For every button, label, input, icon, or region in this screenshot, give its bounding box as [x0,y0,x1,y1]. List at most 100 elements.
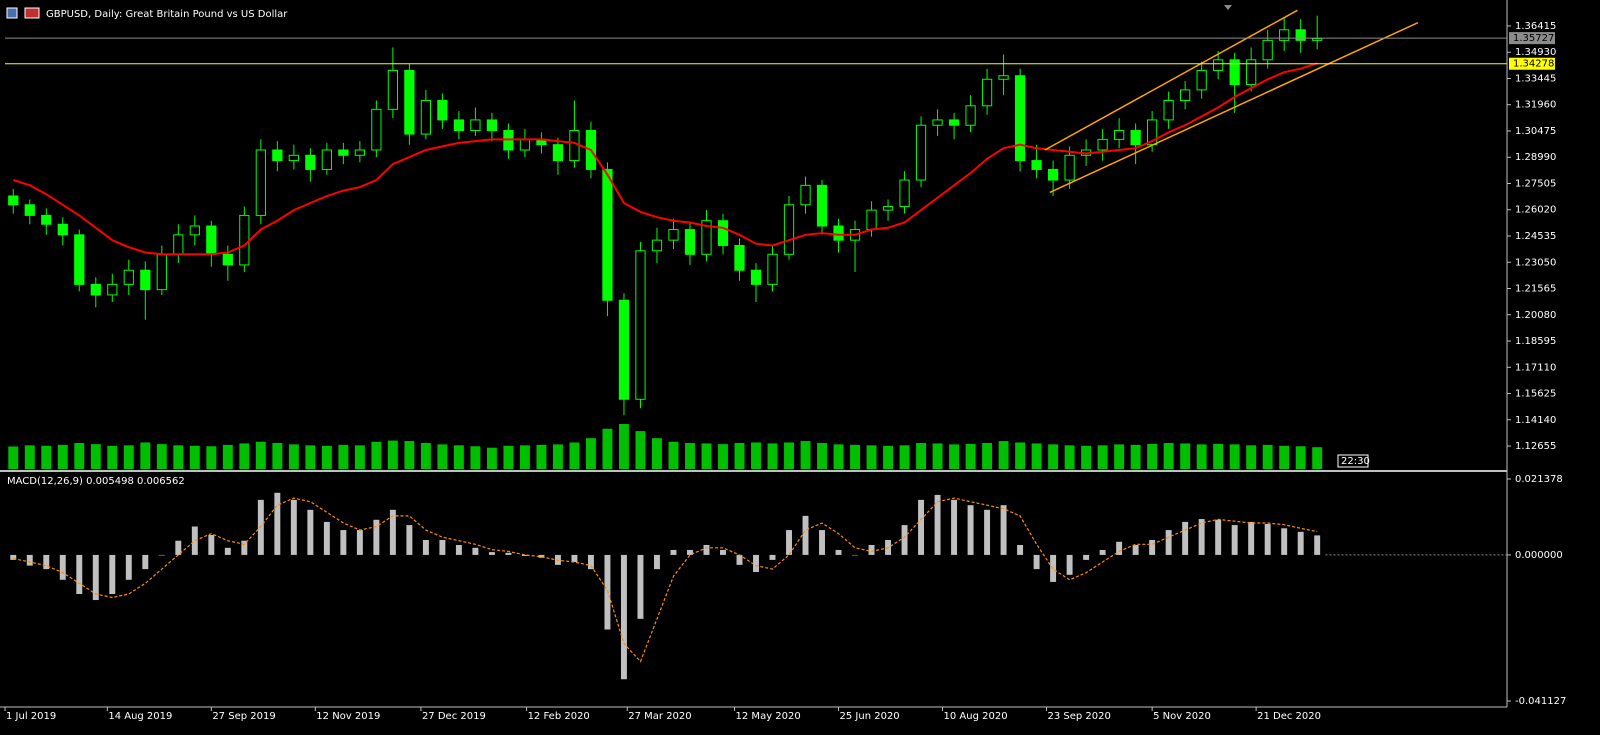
volume-bar [916,442,927,469]
volume-bar [1312,447,1323,469]
macd-bar [720,549,726,555]
macd-bar [175,540,182,555]
volume-bar [569,442,580,469]
volume-bar [140,442,151,469]
volume-bar [965,443,976,469]
macd-bar [1198,519,1205,555]
volume-bar [1097,445,1108,469]
x-tick-label: 1 Jul 2019 [6,711,56,722]
candle-body [932,119,943,126]
chart-title: GBPUSD, Daily: Great Britain Pound vs US… [46,9,288,20]
candle-body [140,269,151,291]
macd-bar [703,544,710,555]
candle-body [255,149,266,216]
countdown-box [1337,454,1369,468]
y-tick-label: 1.27505 [1515,178,1556,189]
candle-body [684,229,696,255]
volume-bar [8,446,19,469]
candle-body [90,283,101,296]
candle-body [206,225,217,255]
macd-bar [1132,544,1139,555]
macd-bar [241,540,248,555]
volume-bar [1295,446,1306,469]
y-tick-label: 0.000000 [1515,550,1563,561]
candle-body [486,119,498,132]
volume-bar [453,445,464,469]
volume-bar [1130,444,1141,469]
volume-bar [784,442,794,469]
volume-bar [321,445,332,469]
y-tick-label: 1.15625 [1515,389,1556,400]
macd-bar [521,554,528,556]
macd-bar [307,509,314,555]
macd-bar [208,535,215,555]
candle-body [750,269,762,285]
candle-body [635,250,646,400]
candle-body [701,220,712,255]
candle-body [107,283,118,296]
macd-bar [1248,521,1255,555]
candle-body [41,214,52,225]
macd-bar [918,499,925,555]
candle-body [222,253,233,266]
macd-bar [1297,531,1304,555]
y-tick-label: 1.23050 [1515,257,1556,268]
macd-bar [802,515,809,555]
signal-line [13,497,1318,663]
volume-bar [883,445,893,469]
candle-body [24,204,35,216]
macd-bar [753,554,759,572]
candle-body [651,239,663,252]
volume-bar [41,445,52,469]
candle-body [404,69,415,135]
candle-body [767,253,778,285]
candle-body [189,225,200,236]
macd-bar [587,554,594,570]
candle-body [1031,160,1042,170]
candle-body [321,149,332,170]
macd-bar [868,544,875,555]
volume-bar [222,444,233,469]
macd-bar [43,554,50,570]
y-tick-label: 1.24535 [1515,231,1556,242]
volume-bar [24,445,35,469]
macd-bar [125,554,132,580]
volume-bar [1081,445,1092,469]
candle-body [338,149,349,156]
symbol-icon [6,7,18,19]
volume-bar [338,444,349,469]
volume-bar [602,428,613,469]
y-tick-label: 1.33445 [1515,73,1556,84]
macd-bar [406,525,413,555]
candle-body [1295,29,1306,41]
volume-bar [371,441,382,469]
macd-bar [852,554,859,556]
macd-bar [373,519,380,555]
y-tick-label: -0.041127 [1515,696,1566,707]
candle-body [602,168,613,301]
candle-body [866,209,877,231]
macd-bar [356,530,363,555]
macd-bar [1083,554,1090,560]
volume-bar [866,445,877,469]
macd-bar [1000,505,1007,555]
volume-bar [354,445,365,469]
y-tick-label: 1.36415 [1515,21,1556,32]
candle-body [470,119,481,132]
candle-body [1047,168,1059,181]
volume-bar [1180,443,1191,469]
macd-bar [224,547,231,555]
macd-bar [340,530,347,555]
candle-body [1279,29,1290,41]
macd-bar [637,554,644,619]
candle-body [833,225,844,241]
y-tick-label: 1.26020 [1515,205,1556,216]
macd-bar [257,499,264,555]
macd-bar [984,509,991,555]
volume-bar [1196,444,1207,469]
candle-body [123,269,134,285]
macd-bar [571,554,578,563]
candle-body [998,75,1009,80]
volume-bar [685,442,695,469]
